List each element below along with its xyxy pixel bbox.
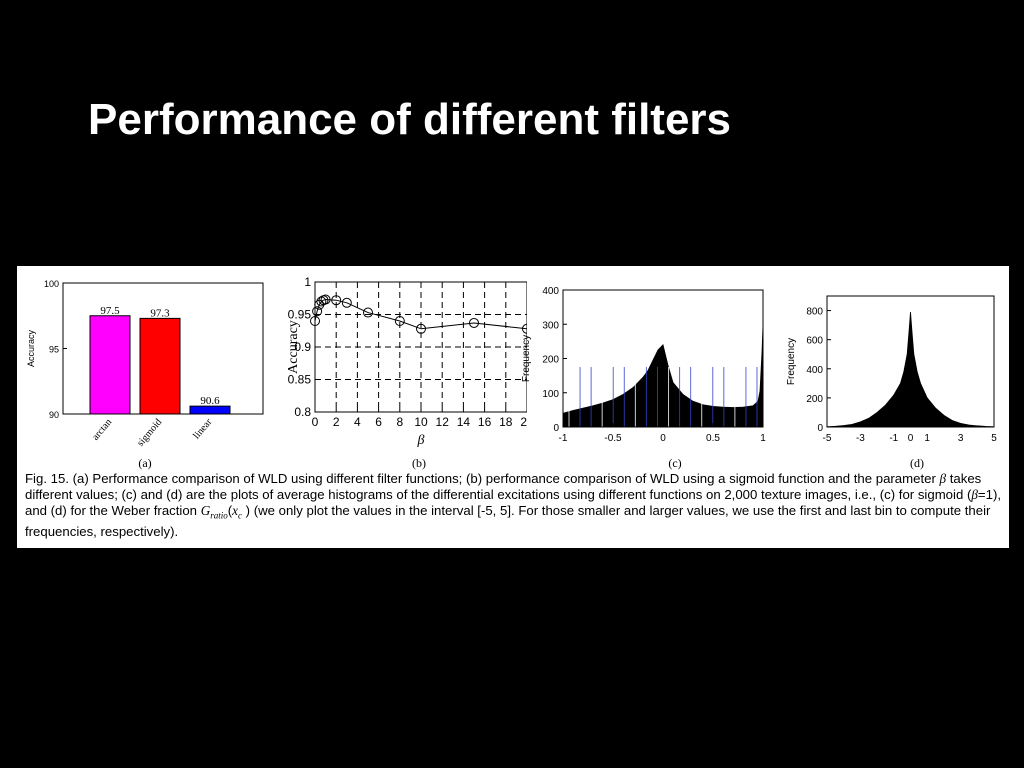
slide-title: Performance of different filters <box>88 95 732 144</box>
data-point-marker <box>469 317 479 328</box>
x-tick-label: 20 <box>520 415 527 429</box>
y-tick-label: 400 <box>542 286 559 297</box>
caption-part-2: takes different values; (c) and (d) are … <box>25 471 982 502</box>
y-axis-label: Accuracy <box>26 329 36 367</box>
y-axis-label: Accuracy <box>286 320 301 374</box>
panel-label: (c) <box>668 456 681 470</box>
x-tick-label: 3 <box>958 433 964 444</box>
data-point-marker <box>416 323 426 334</box>
x-tick-label: 18 <box>499 415 513 429</box>
x-tick-label: -0.5 <box>604 433 622 444</box>
caption-part-4: ( <box>227 503 233 518</box>
panel-label: (a) <box>138 456 151 470</box>
bar-value-label: 97.3 <box>150 307 170 319</box>
y-tick-label: 0.9 <box>294 340 311 354</box>
data-point-marker <box>331 295 342 306</box>
figure-caption: Fig. 15. (a) Performance comparison of W… <box>25 471 1001 540</box>
caption-x: x <box>232 503 238 518</box>
x-tick-label: -1 <box>889 433 898 444</box>
y-tick-label: 200 <box>806 394 823 405</box>
x-tick-label: 0 <box>660 433 666 444</box>
y-tick-label: 0.95 <box>288 308 312 322</box>
caption-part-1: Fig. 15. (a) Performance comparison of W… <box>25 471 940 486</box>
y-tick-label: 0 <box>553 423 559 434</box>
figure-panel: 90 95 100 97.5 arctan 97.3 sigmoid 90.6 linear Ac… <box>17 266 1009 548</box>
caption-part-3: =1), and (d) for the Weber fraction <box>25 487 1002 518</box>
y-tick-label: 95 <box>49 345 59 355</box>
y-tick-label: 300 <box>542 320 559 331</box>
category-label: arctan <box>90 417 114 443</box>
caption-beta-2: β <box>971 487 978 502</box>
caption-x-sub: c <box>238 510 242 521</box>
bar <box>89 315 131 415</box>
x-tick-label: 10 <box>414 415 428 429</box>
y-tick-label: 800 <box>806 307 823 318</box>
y-tick-label: 90 <box>49 410 59 420</box>
series-line <box>314 299 527 330</box>
caption-part-5: ) (we only plot the values in the interv… <box>25 503 991 539</box>
bar <box>189 405 231 415</box>
x-tick-label: 6 <box>375 415 382 429</box>
x-tick-label: 2 <box>333 415 340 429</box>
x-tick-label: 16 <box>478 415 492 429</box>
panel-label: (b) <box>412 456 426 470</box>
data-point-marker <box>394 316 405 326</box>
x-tick-label: 1 <box>924 433 930 444</box>
y-tick-label: 100 <box>542 389 559 400</box>
y-axis-label: Frequency <box>786 338 797 385</box>
x-tick-label: 0.5 <box>706 433 720 444</box>
line-chart-b: 0.80.850.90.95102468101214161820Accuracy… <box>286 275 527 470</box>
histogram-area <box>562 324 764 428</box>
x-tick-label: 8 <box>396 415 403 429</box>
panel-label: (d) <box>910 456 924 470</box>
histogram-area <box>826 311 995 428</box>
x-tick-label: -5 <box>823 433 832 444</box>
y-tick-label: 0.85 <box>288 373 312 387</box>
caption-g: G <box>200 503 211 518</box>
x-tick-label: 5 <box>991 433 997 444</box>
bar-chart-a: 90 95 100 97.5 arctan 97.3 sigmoid 90.6 linear Ac… <box>26 279 264 470</box>
x-tick-label: 1 <box>760 433 766 444</box>
category-label: sigmoid <box>135 417 164 449</box>
bar <box>139 317 181 415</box>
y-axis-label: Frequency <box>521 335 532 382</box>
data-point-marker <box>320 294 331 305</box>
data-point-marker <box>341 297 352 308</box>
x-tick-label: -1 <box>559 433 568 444</box>
x-axis-label: β <box>417 433 425 448</box>
x-tick-label: 4 <box>354 415 361 429</box>
caption-g-sub: ratio <box>210 510 228 521</box>
y-tick-label: 0.8 <box>294 405 311 419</box>
bar-value-label: 97.5 <box>100 305 120 317</box>
data-point-marker <box>310 316 320 326</box>
x-tick-label: -3 <box>856 433 865 444</box>
category-label: linear <box>191 416 214 441</box>
x-tick-label: 12 <box>436 415 450 429</box>
x-tick-label: 14 <box>457 415 471 429</box>
histogram-c: 0 100 200 300 400 -1 -0.5 0 0.5 1 Frequency (c) <box>521 286 766 470</box>
data-point-marker <box>522 323 527 334</box>
y-tick-label: 200 <box>542 355 559 366</box>
y-tick-label: 100 <box>44 279 59 289</box>
x-tick-label: 0 <box>908 433 914 444</box>
data-point-marker <box>312 306 323 317</box>
y-tick-label: 600 <box>806 336 823 347</box>
data-point-marker <box>363 307 373 318</box>
bar-value-label: 90.6 <box>200 395 220 407</box>
x-tick-label: 0 <box>312 415 319 429</box>
y-tick-label: 0 <box>817 423 823 434</box>
y-tick-label: 1 <box>304 275 311 289</box>
y-tick-label: 400 <box>806 365 823 376</box>
caption-beta: β <box>939 471 947 486</box>
